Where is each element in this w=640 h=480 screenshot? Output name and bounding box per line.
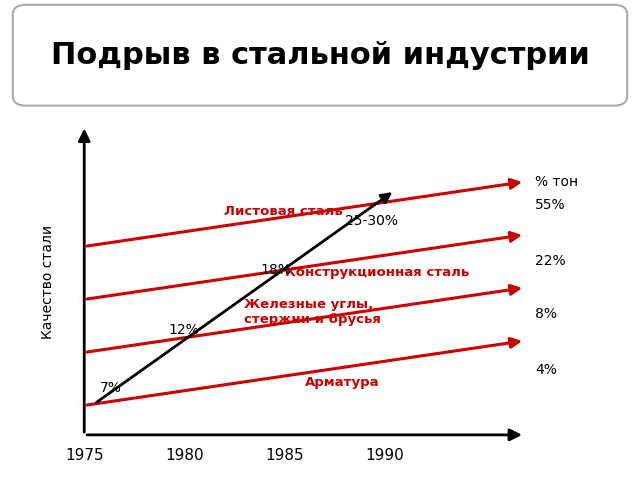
Text: Листовая сталь: Листовая сталь <box>225 205 343 218</box>
Text: 8%: 8% <box>535 307 557 321</box>
Text: 12%: 12% <box>168 324 199 337</box>
Text: 1985: 1985 <box>265 448 304 463</box>
Text: 1975: 1975 <box>65 448 104 463</box>
Text: 4%: 4% <box>535 363 557 377</box>
Text: 7%: 7% <box>100 381 122 395</box>
Text: 25-30%: 25-30% <box>344 215 397 228</box>
Text: 1980: 1980 <box>165 448 204 463</box>
Text: Конструкционная сталь: Конструкционная сталь <box>285 266 468 279</box>
Text: Арматура: Арматура <box>305 376 379 389</box>
Text: Железные углы,
стержни и брусья: Железные углы, стержни и брусья <box>244 298 381 326</box>
Text: Качество стали: Качество стали <box>41 225 55 339</box>
Text: 22%: 22% <box>535 254 566 268</box>
Text: % тон: % тон <box>535 175 578 189</box>
Text: 18%: 18% <box>260 263 291 277</box>
Text: Подрыв в стальной индустрии: Подрыв в стальной индустрии <box>51 41 589 70</box>
Text: 55%: 55% <box>535 198 566 212</box>
Text: 1990: 1990 <box>365 448 404 463</box>
